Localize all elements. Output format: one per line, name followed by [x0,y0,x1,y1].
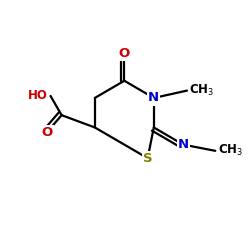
Text: HO: HO [28,90,48,102]
Text: N: N [148,92,159,104]
Text: N: N [178,138,189,151]
Text: O: O [41,126,52,139]
Text: O: O [119,47,130,60]
Text: CH$_3$: CH$_3$ [218,143,243,158]
Text: CH$_3$: CH$_3$ [190,83,214,98]
Text: S: S [143,152,152,165]
